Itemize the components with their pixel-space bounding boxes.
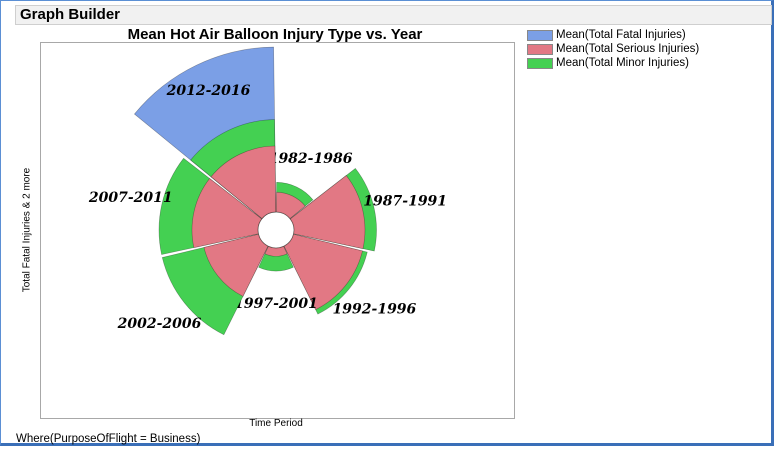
legend-item-fatal[interactable]: Mean(Total Fatal Injuries) [527, 28, 699, 42]
wedge-serious-2002-2006[interactable] [203, 233, 269, 297]
graph-builder-header[interactable]: Graph Builder [15, 5, 772, 25]
x-axis-label[interactable]: Time Period [249, 418, 303, 429]
legend[interactable]: Mean(Total Fatal Injuries) Mean(Total Se… [527, 28, 699, 70]
period-label-2002-2006: 2002-2006 [117, 316, 202, 332]
legend-label-serious: Mean(Total Serious Injuries) [556, 43, 700, 55]
serious-swatch [527, 43, 553, 55]
window-title: Graph Builder [20, 6, 121, 23]
center-hole [257, 211, 295, 249]
plot-area[interactable] [40, 42, 515, 419]
period-label-1992-1996: 1992-1996 [333, 301, 417, 317]
wedge-serious-1987-1991[interactable] [289, 175, 366, 250]
period-label-2007-2011: 2007-2011 [88, 190, 173, 206]
legend-item-serious[interactable]: Mean(Total Serious Injuries) [527, 42, 699, 56]
fatal-swatch [527, 29, 553, 41]
wedge-serious-2012-2016[interactable] [210, 145, 277, 220]
wedge-serious-1992-1996[interactable] [283, 233, 363, 311]
period-label-2012-2016: 2012-2016 [166, 83, 251, 99]
wedge-serious-2007-2011[interactable] [191, 178, 263, 248]
chart-title: Mean Hot Air Balloon Injury Type vs. Yea… [127, 26, 423, 43]
where-clause: Where(PurposeOfFlight = Business) [16, 433, 201, 445]
wedge-serious-1982-1986[interactable] [275, 191, 306, 220]
minor-swatch [527, 57, 553, 69]
wedge-serious-1997-2001[interactable] [264, 245, 288, 257]
legend-item-minor[interactable]: Mean(Total Minor Injuries) [527, 56, 699, 70]
legend-label-fatal: Mean(Total Fatal Injuries) [556, 29, 686, 41]
period-label-1997-2001: 1997-2001 [234, 296, 318, 312]
period-label-1987-1991: 1987-1991 [363, 194, 447, 210]
legend-label-minor: Mean(Total Minor Injuries) [556, 57, 689, 69]
period-label-1982-1986: 1982-1986 [269, 151, 353, 167]
